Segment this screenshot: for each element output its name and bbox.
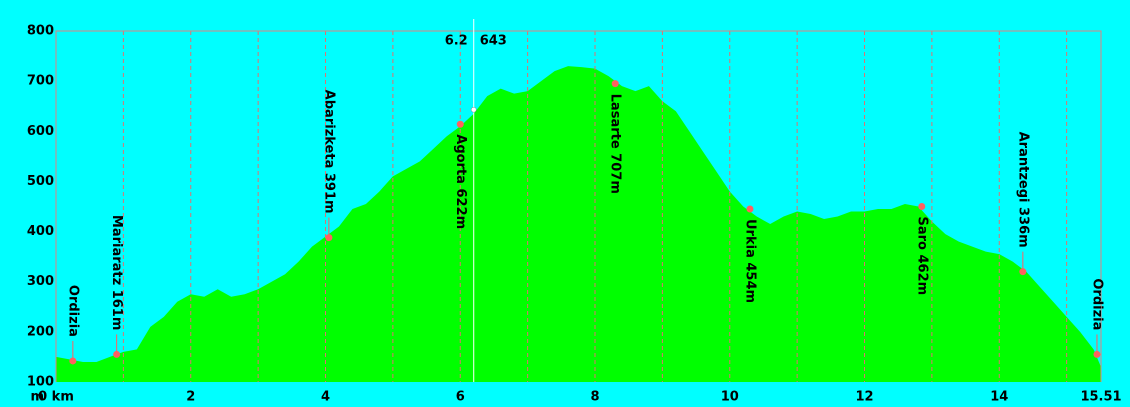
elevation-area — [56, 66, 1101, 382]
waypoint-dot — [611, 80, 619, 88]
waypoint-label: Urkia 454m — [742, 219, 757, 303]
waypoint-dot — [1093, 350, 1101, 358]
waypoint-label: Ordizia — [1089, 278, 1104, 330]
waypoint-dot — [918, 203, 926, 210]
waypoint-label: Lasarte 707m — [608, 94, 623, 194]
y-tick-label: 200 — [27, 324, 54, 339]
y-tick-label: 700 — [27, 74, 54, 89]
plot-frame — [55, 30, 1102, 382]
x-tick-label: 15.51 — [1080, 390, 1121, 405]
x-tick-label: 14 — [990, 390, 1008, 405]
x-tick-label: 8 — [590, 390, 599, 405]
waypoint-dot — [113, 350, 121, 358]
y-tick-label: 600 — [27, 124, 54, 139]
waypoint-label: Saro 462m — [914, 217, 929, 296]
waypoint-dot — [1019, 268, 1027, 276]
y-tick-label: 800 — [27, 24, 54, 39]
waypoint-label: Agorta 622m — [453, 134, 468, 229]
y-tick-label: 100 — [27, 375, 54, 390]
cursor-dot — [470, 106, 477, 113]
waypoint-dot — [456, 120, 464, 128]
x-tick-label: 12 — [855, 390, 873, 405]
waypoint-label: Ordizia — [65, 285, 80, 337]
y-axis-label: m — [30, 390, 44, 405]
x-tick-label: 0 km — [38, 390, 74, 405]
waypoint-dot — [69, 357, 77, 365]
waypoint-dot — [746, 205, 754, 213]
waypoint-label: Mariaratz 161m — [109, 215, 124, 331]
waypoint-label: Arantzegi 336m — [1015, 132, 1030, 248]
x-tick-label: 4 — [321, 390, 330, 405]
x-tick-label: 6 — [456, 390, 465, 405]
y-tick-label: 500 — [27, 174, 54, 189]
cursor-y-label: 643 — [480, 34, 507, 49]
x-tick-label: 2 — [186, 390, 195, 405]
y-tick-label: 400 — [27, 224, 54, 239]
waypoint-label: Abarizketa 391m — [321, 90, 336, 214]
x-tick-label: 10 — [721, 390, 739, 405]
cursor-x-label: 6.2 — [445, 34, 468, 49]
y-tick-label: 300 — [27, 274, 54, 289]
waypoint-dot — [325, 234, 333, 242]
